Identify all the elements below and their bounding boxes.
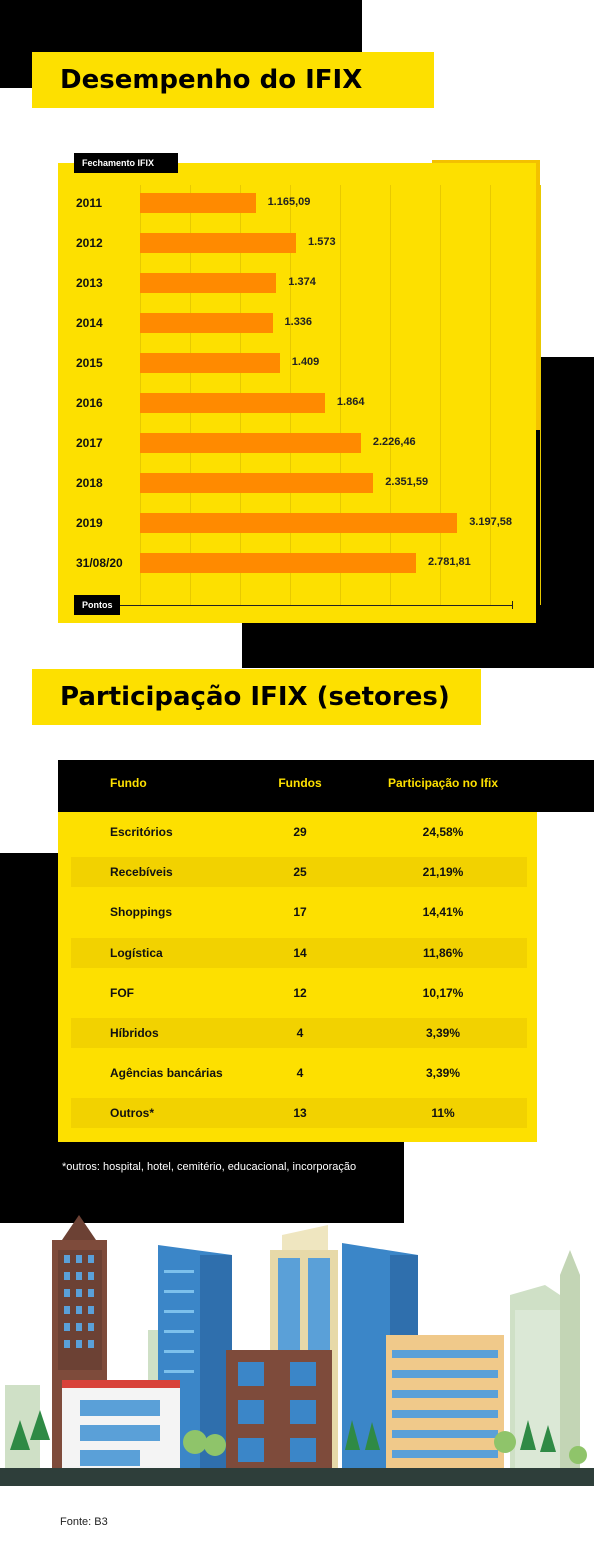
table-row: Híbridos 4 3,39% — [71, 1018, 527, 1048]
y-tick-label: 2012 — [76, 236, 103, 250]
bar — [140, 393, 325, 413]
grid-line — [390, 185, 391, 605]
cell-participacao: 3,39% — [425, 1026, 461, 1040]
y-tick-label: 2013 — [76, 276, 103, 290]
y-tick-label: 2014 — [76, 316, 103, 330]
y-tick-label: 2016 — [76, 396, 103, 410]
section-title-participacao: Participação IFIX (setores) — [32, 669, 481, 725]
cell-participacao: 11% — [431, 1106, 455, 1121]
bar-value-label: 2.226,46 — [372, 436, 416, 448]
table-footnote: *outros: hospital, hotel, cemitério, edu… — [62, 1161, 357, 1173]
sector-table: Escritórios 29 24,58% Recebíveis 25 21,19% Sho… — [58, 812, 537, 1142]
cell-fundo: Híbridos — [110, 1026, 159, 1040]
cell-fundos: 12 — [293, 985, 307, 1000]
table-row: FOF 12 10,17% — [71, 978, 527, 1008]
cell-fundo: Agências bancárias — [110, 1066, 223, 1081]
bar-value-label: 2.781,81 — [427, 556, 471, 568]
grid-line — [440, 185, 441, 605]
cell-fundo: Outros* — [110, 1106, 155, 1121]
cell-participacao: 10,17% — [422, 985, 464, 1000]
bar-value-label: 3.197,58 — [469, 516, 513, 528]
x-axis-end-tick — [512, 601, 513, 609]
cell-participacao: 21,19% — [422, 865, 464, 880]
bar-value-label: 1.573 — [308, 236, 336, 248]
cell-fundo: Shoppings — [110, 905, 172, 920]
source-note: Fonte: B3 — [60, 1516, 108, 1528]
table-row: Agências bancárias 4 3,39% — [71, 1058, 527, 1088]
table-row: Escritórios 29 24,58% — [71, 817, 527, 847]
bar — [140, 473, 374, 493]
cell-fundos: 29 — [293, 825, 307, 839]
grid-line — [340, 185, 341, 605]
bar — [140, 313, 273, 333]
cell-fundos: 4 — [296, 1026, 304, 1040]
bar — [140, 233, 297, 253]
cell-fundo: Recebíveis — [110, 865, 173, 880]
chart-panel: Fechamento IFIX 2011 1.165,09 2012 1.573 201… — [58, 153, 541, 623]
bar — [140, 433, 361, 453]
section-title-desempenho: Desempenho do IFIX — [32, 52, 434, 108]
cell-fundos: 25 — [293, 865, 307, 880]
table-row: Recebíveis 25 21,19% — [71, 857, 527, 888]
cell-participacao: 14,41% — [422, 905, 464, 920]
bar — [140, 273, 277, 293]
table-header-participacao: Participação no Ifix — [387, 776, 499, 790]
y-tick-label: 2019 — [76, 516, 103, 530]
y-tick-label: 2017 — [76, 436, 103, 450]
cell-fundo: FOF — [110, 985, 134, 1000]
cell-fundo: Logística — [110, 945, 163, 960]
x-axis-label-tag: Pontos — [74, 595, 120, 615]
bar-value-label: 2.351,59 — [385, 476, 429, 488]
cell-fundos: 17 — [293, 905, 307, 920]
table-row: Logística 14 11,86% — [71, 937, 527, 968]
city-skyline-illustration — [0, 1215, 594, 1486]
cell-fundos: 4 — [296, 1066, 304, 1081]
bar-value-label: 1.374 — [288, 276, 316, 288]
cell-fundos: 14 — [293, 945, 307, 960]
bar — [140, 553, 416, 573]
table-header-fundo: Fundo — [110, 776, 147, 790]
y-tick-label: 31/08/20 — [76, 556, 123, 570]
bar-value-label: 1.165,09 — [267, 196, 311, 208]
bar — [140, 193, 256, 213]
bar-value-label: 1.409 — [291, 356, 320, 368]
series-label-tag: Fechamento IFIX — [74, 153, 178, 173]
table-row: Shoppings 17 14,41% — [71, 897, 527, 927]
grid-line — [540, 185, 541, 605]
y-tick-label: 2011 — [76, 196, 103, 210]
bar — [140, 353, 280, 373]
y-tick-label: 2015 — [76, 356, 103, 370]
grid-line — [490, 185, 491, 605]
x-axis-line — [120, 605, 512, 606]
cell-fundos: 13 — [293, 1106, 307, 1121]
y-tick-label: 2018 — [76, 476, 103, 490]
bar-chart: 2011 1.165,09 2012 1.573 2013 1.374 2014 1.336 2… — [58, 163, 541, 623]
table-header-fundos: Fundos — [278, 776, 322, 790]
cell-participacao: 11,86% — [422, 945, 464, 960]
bar-value-label: 1.336 — [284, 316, 313, 328]
cell-participacao: 3,39% — [425, 1066, 461, 1081]
bar-value-label: 1.864 — [336, 396, 365, 408]
table-row: Outros* 13 11% — [71, 1098, 527, 1129]
cell-fundo: Escritórios — [110, 825, 173, 839]
table-header-bar: Fundo Fundos Participação no Ifix — [58, 760, 594, 812]
bar — [140, 513, 458, 533]
cell-participacao: 24,58% — [422, 825, 464, 839]
